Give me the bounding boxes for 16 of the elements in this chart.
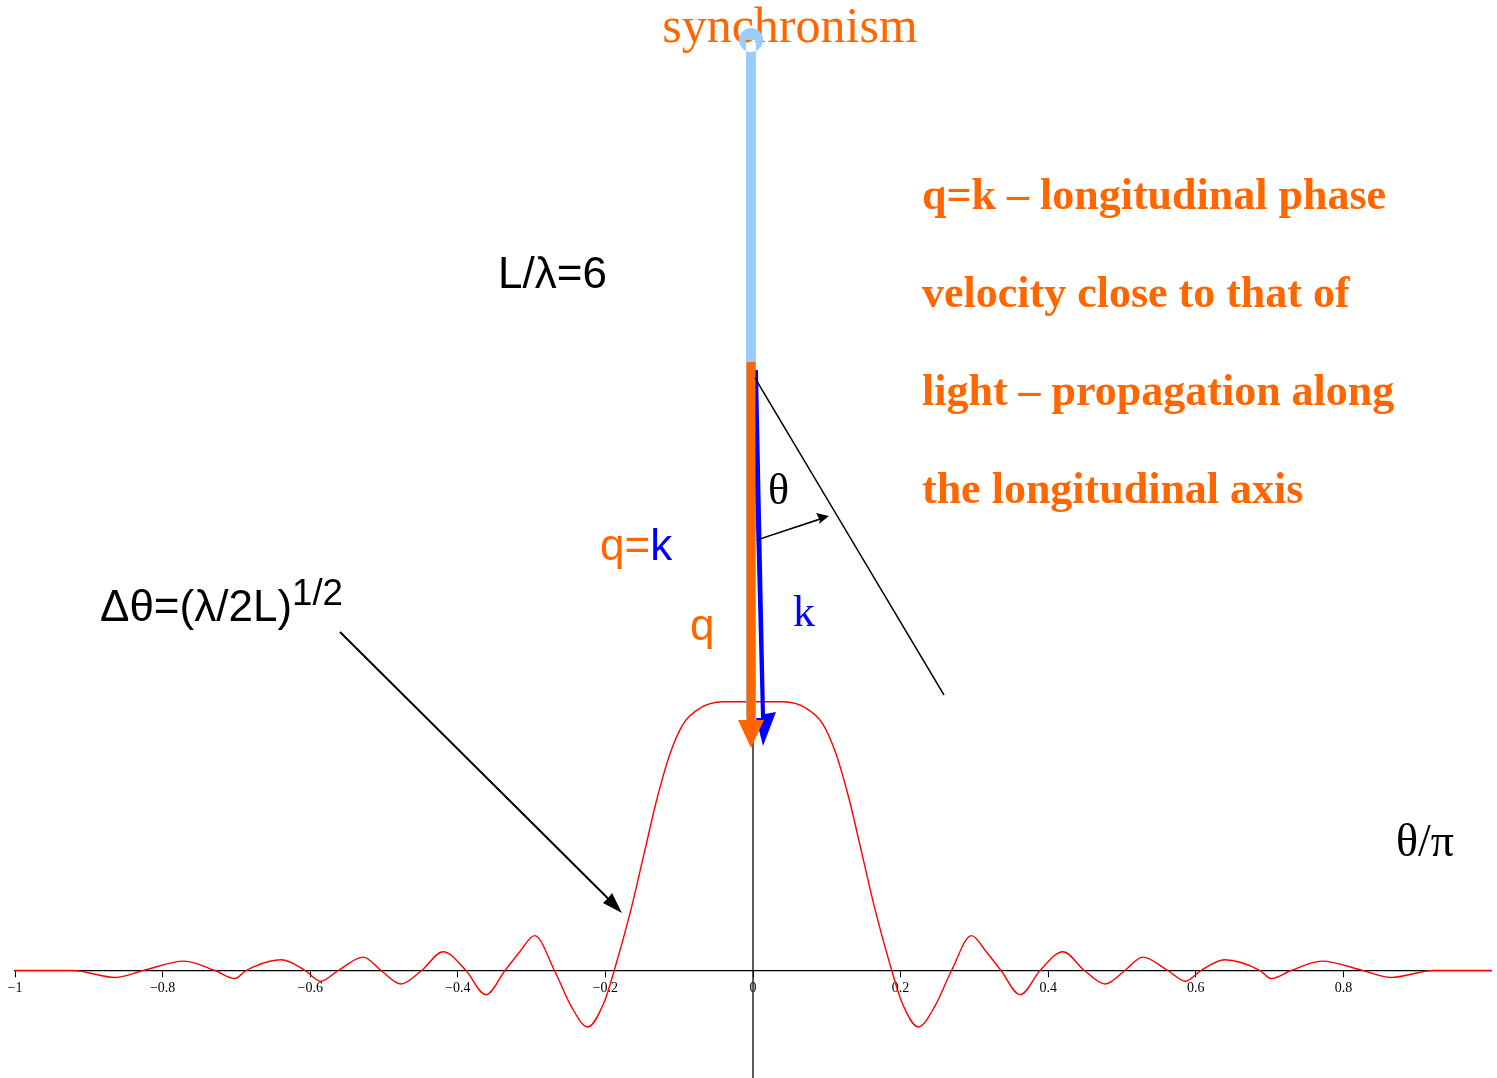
x-tick-label: −0.4 [445, 979, 471, 995]
chart-title: synchronism [661, 0, 919, 54]
x-axis-title: θ/π [1396, 814, 1455, 867]
x-tick-label: −0.8 [149, 979, 176, 995]
text: q [690, 600, 715, 650]
text: q=k – longitudinal phase velocity close to that of light – propagation along the longitudinal axis [922, 169, 1396, 515]
x-tick-label: −1 [7, 979, 23, 995]
text: L/λ=6 [498, 248, 607, 298]
text: q=k [600, 520, 673, 570]
x-tick-label: 0.8 [1334, 979, 1353, 995]
x-tick-label: −0.6 [297, 979, 323, 995]
x-tick-label: 0.6 [1187, 979, 1205, 995]
text: k [793, 586, 815, 637]
text: Δθ=(λ/2L)$^{1/2}$ [100, 572, 343, 631]
x-tick-label: 0.4 [1039, 979, 1057, 995]
text: θ [768, 464, 790, 515]
